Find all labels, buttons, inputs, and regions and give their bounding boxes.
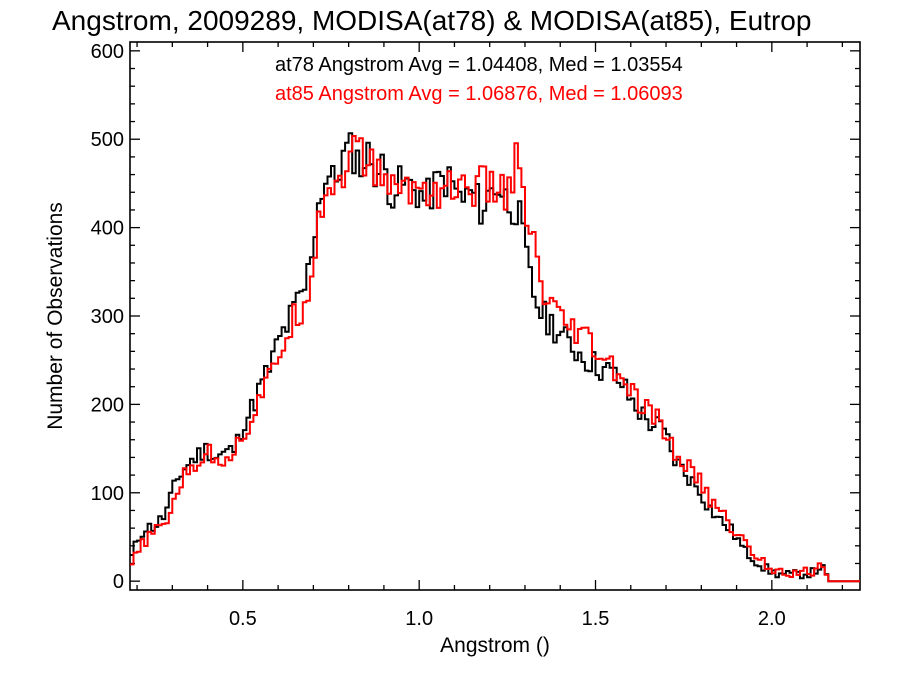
y-tick-label: 100 — [91, 483, 124, 505]
y-tick-label: 0 — [113, 571, 124, 593]
y-tick-label: 500 — [91, 129, 124, 151]
x-tick-label: 2.0 — [758, 608, 786, 630]
y-tick-label: 200 — [91, 394, 124, 416]
x-tick-label: 1.5 — [582, 608, 610, 630]
x-tick-label: 0.5 — [229, 608, 257, 630]
axis-ticks — [130, 42, 860, 590]
axis-tick-labels: 0.5 1.0 1.5 2.0 0 100 200 300 400 500 600 — [91, 41, 786, 630]
x-axis-label: Angstrom () — [440, 634, 550, 657]
series-line-at85 — [130, 135, 860, 583]
chart-title: Angstrom, 2009289, MODISA(at78) & MODISA… — [52, 5, 811, 36]
legend-at85: at85 Angstrom Avg = 1.06876, Med = 1.060… — [275, 83, 683, 105]
y-tick-label: 600 — [91, 41, 124, 63]
x-tick-label: 1.0 — [405, 608, 433, 630]
y-tick-label: 300 — [91, 306, 124, 328]
y-axis-label: Number of Observations — [44, 202, 67, 430]
legend-at78: at78 Angstrom Avg = 1.04408, Med = 1.035… — [275, 54, 683, 76]
y-tick-label: 400 — [91, 218, 124, 240]
series-lines — [130, 132, 860, 583]
series-line-at78 — [130, 132, 860, 583]
plot-frame — [129, 41, 861, 591]
